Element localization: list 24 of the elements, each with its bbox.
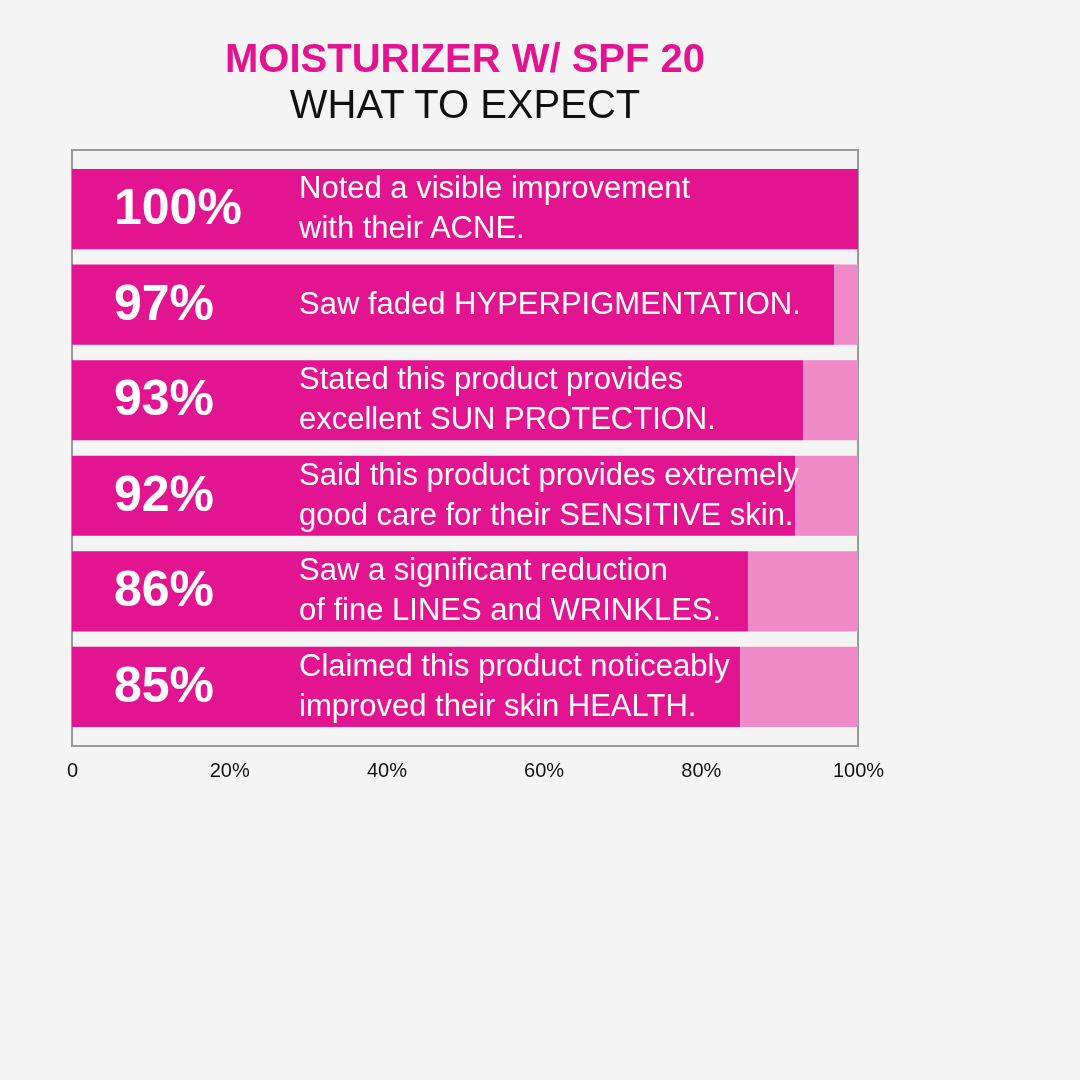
chart-title: MOISTURIZER W/ SPF 20: [224, 36, 706, 80]
x-tick-label: 80%: [681, 758, 722, 781]
y-tick-label: Saw faded HYPERPIGMENTATION.: [299, 285, 801, 321]
x-tick-label: 20%: [209, 758, 250, 781]
y-tick-label: Said this product provides extremely good care for their SENSITIVE skin.: [299, 456, 800, 532]
data-label: 93%: [114, 370, 215, 427]
x-tick-label: 100%: [832, 758, 885, 781]
y-tick-label: Noted a visible improvement with their ACNE.: [298, 170, 691, 246]
data-label: 97%: [114, 274, 215, 331]
y-tick-label: Saw a significant reduction of fine LINES and WRINKLES.: [299, 552, 722, 628]
bar: [834, 264, 858, 345]
chart-subtitle: WHAT TO EXPECT: [289, 82, 641, 126]
data-label: 100%: [114, 179, 242, 236]
x-tick-label: 0: [66, 758, 79, 781]
x-tick-label: 40%: [366, 758, 408, 781]
bar: [740, 646, 858, 727]
data-label: 85%: [114, 656, 215, 713]
bar: [802, 360, 858, 441]
bar: [747, 551, 858, 632]
data-label: 86%: [114, 561, 215, 618]
y-tick-label: Stated this product provides excellent SUN PROTECTION.: [299, 361, 716, 437]
data-label: 92%: [114, 465, 215, 522]
x-tick-label: 60%: [524, 758, 565, 781]
y-tick-label: Claimed this product noticeably improved their skin HEALTH.: [299, 647, 731, 723]
